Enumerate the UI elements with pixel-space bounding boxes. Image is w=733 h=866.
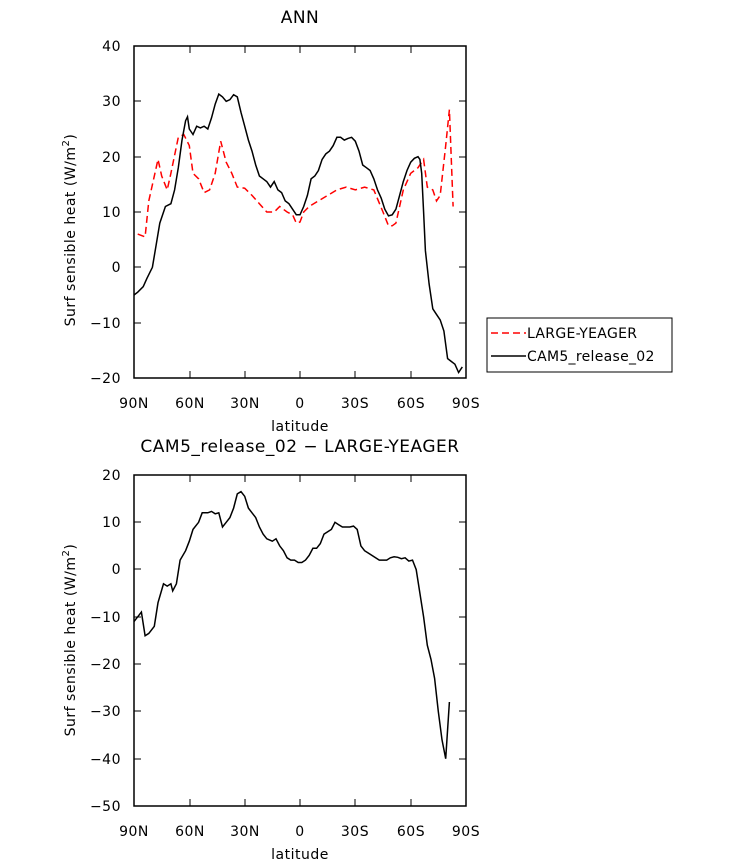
panel1-x-tick-label: 60S [397,396,425,412]
panel1-y-tick-label: −20 [90,371,121,387]
panel1-y-tick-label: 10 [102,205,121,221]
panel2-title: CAM5_release_02 − LARGE-YEAGER [140,437,459,457]
series-cam5-release-02-line [133,92,463,375]
panel2-x-tick: 60S [397,475,425,840]
panel1-y-tick: 20 [102,150,466,166]
panel2-y-tick-label: −20 [90,657,121,673]
panel1-x-tick: 60S [397,46,425,412]
panel2-x-tick-label: 0 [295,824,304,840]
legend-box [486,317,673,373]
panel2-x-tick-label: 90N [119,824,149,840]
panel1-y-tick-label: −10 [90,316,121,332]
panel1-y-tick: −10 [90,316,466,332]
panel1-x-tick-label: 90N [119,396,149,412]
panel1-x-tick-label: 30S [341,396,369,412]
panel1-y-axis-label: Surf sensible heat (W/m2) [61,134,79,327]
panel2-y-tick-label: −10 [90,610,121,626]
panel1-y-tick-label: 20 [102,150,121,166]
series-difference-line [133,490,451,759]
panel2-x-tick-label: 60S [397,824,425,840]
panel2-x-tick-label: 90S [452,824,480,840]
panel1-x-tick-label: 60N [175,396,205,412]
panel2-x-tick: 0 [295,475,304,840]
panel1-x-tick: 60N [175,46,205,412]
panel2-y-tick-label: −30 [90,704,121,720]
panel1-x-tick-label: 90S [452,396,480,412]
panel2-x-tick: 90N [119,475,149,840]
panel2-y-tick: −10 [90,610,466,626]
panel1-x-tick-label: 0 [295,396,304,412]
panel2-x-ticks: 90N 60N 30N 0 30S 60S 90S [119,475,480,840]
panel2-x-tick: 30S [341,475,369,840]
panel1-y-tick: 0 [112,260,466,276]
panel1-y-tick-label: 30 [102,94,121,110]
panel-annual-sensible-heat: ANN 90N 60N 30N 0 30S 60S 90S −20 −10 [61,8,673,435]
series-large-yeager-line [137,109,454,238]
panel1-y-tick: 10 [102,205,466,221]
legend-label-large-yeager: LARGE-YEAGER [527,326,637,342]
panel1-y-tick-label: 0 [112,260,121,276]
panel1-x-tick: 90S [452,46,480,412]
panel1-x-tick: 30S [341,46,369,412]
panel1-plot-frame [133,45,467,379]
panel2-x-tick: 60N [175,475,205,840]
panel2-y-tick-label: 10 [102,515,121,531]
panel2-x-tick-label: 60N [175,824,205,840]
panel1-y-tick-label: 40 [102,39,121,55]
panel1-x-tick: 0 [295,46,304,412]
panel1-x-axis-label: latitude [271,419,329,435]
panel2-y-tick: −50 [90,799,466,815]
panel2-x-axis-label: latitude [271,847,329,863]
panel2-y-tick: 20 [102,468,466,484]
panel2-y-tick-label: −40 [90,752,121,768]
panel1-y-tick: 30 [102,94,466,110]
panel2-y-tick: −20 [90,657,466,673]
panel2-plot-frame [133,474,467,807]
panel2-y-tick: −40 [90,752,466,768]
panel1-y-tick: −20 [90,371,466,387]
panel1-y-tick: 40 [102,39,466,55]
legend-label-cam5-release-02: CAM5_release_02 [527,349,655,365]
panel2-y-tick-label: −50 [90,799,121,815]
panel1-x-tick: 30N [230,46,260,412]
panel2-x-tick: 90S [452,475,480,840]
panel2-y-tick: 10 [102,515,466,531]
panel2-x-tick-label: 30S [341,824,369,840]
panel1-x-ticks: 90N 60N 30N 0 30S 60S 90S [119,46,480,412]
panel2-y-tick-label: 20 [102,468,121,484]
panel1-title: ANN [281,8,320,28]
panel1-x-tick: 90N [119,46,149,412]
panel2-y-tick: 0 [112,562,466,578]
panel1-x-tick-label: 30N [230,396,260,412]
panel2-y-tick-label: 0 [112,562,121,578]
legend: LARGE-YEAGER CAM5_release_02 [486,317,673,373]
panel2-y-tick: −30 [90,704,466,720]
panel-difference: CAM5_release_02 − LARGE-YEAGER 90N 60N 3… [61,437,480,863]
panel1-y-ticks: −20 −10 0 10 20 30 40 [90,39,466,387]
panel2-y-axis-label: Surf sensible heat (W/m2) [61,544,79,737]
panel2-y-ticks: −50 −40 −30 −20 −10 0 10 20 [90,468,466,815]
panel2-x-tick: 30N [230,475,260,840]
panel2-x-tick-label: 30N [230,824,260,840]
